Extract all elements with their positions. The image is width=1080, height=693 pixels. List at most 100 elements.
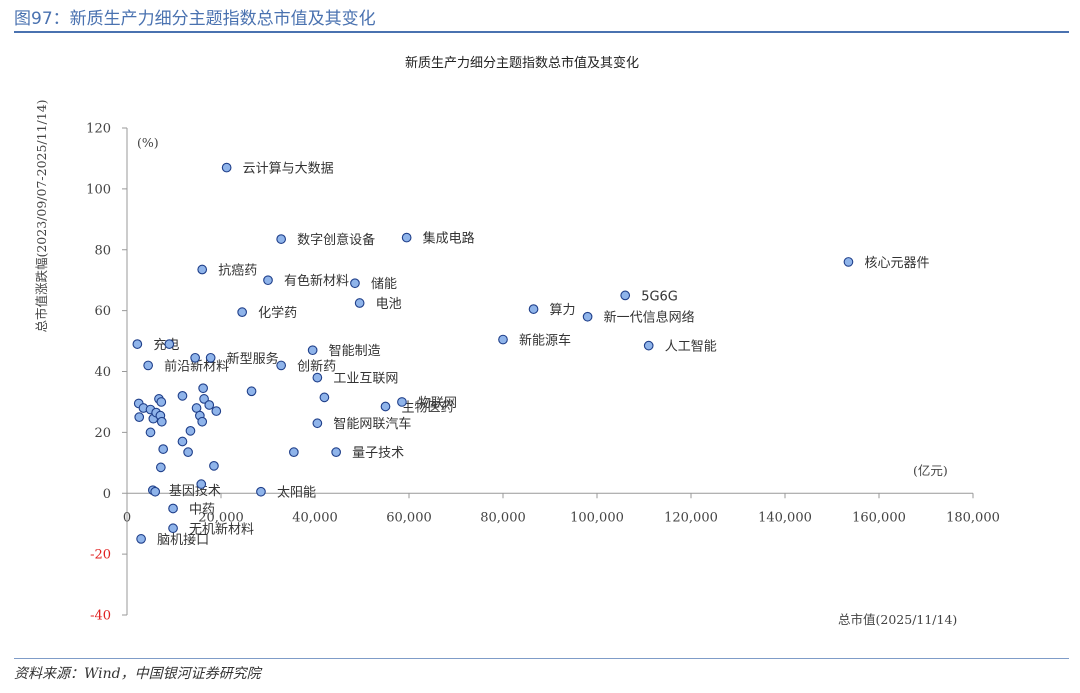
x-tick-label: 20,000 (198, 510, 244, 525)
x-tick-label: 40,000 (292, 510, 338, 525)
data-label: 物联网 (418, 396, 457, 411)
data-label: 储能 (371, 277, 397, 292)
source-note: 资料来源：Wind，中国银河证券研究院 (14, 666, 261, 682)
x-axis-label: 总市值(2025/11/14) (838, 612, 957, 627)
y-tick-label: 20 (94, 426, 111, 441)
data-point (582, 311, 593, 322)
data-point (397, 397, 407, 407)
data-point (246, 386, 257, 397)
data-point (190, 352, 200, 363)
data-label: 云计算与大数据 (243, 162, 334, 177)
data-point (319, 392, 330, 403)
x-tick-label: 140,000 (758, 510, 812, 525)
data-point (354, 298, 365, 308)
data-point (276, 234, 287, 244)
data-point (185, 426, 196, 436)
data-point (205, 352, 216, 363)
top-divider (14, 31, 1069, 33)
data-label: 有色新材料 (284, 273, 349, 289)
data-point (380, 401, 391, 412)
data-point (134, 412, 145, 423)
data-point (155, 462, 166, 473)
data-label: 无机新材料 (189, 521, 254, 537)
y-tick-label: 80 (94, 243, 111, 258)
x-tick-label: 60,000 (386, 510, 432, 525)
data-point (198, 383, 208, 394)
data-label: 太阳能 (277, 486, 316, 501)
data-point (211, 406, 222, 416)
data-point (843, 257, 854, 267)
data-point (209, 461, 219, 471)
data-label: 中药 (189, 502, 215, 517)
figure-title: 图97：新质生产力细分主题指数总市值及其变化 (14, 9, 376, 29)
data-label: 新一代信息网络 (604, 310, 695, 326)
data-label: 抗癌药 (218, 263, 257, 279)
data-point (401, 232, 412, 243)
data-point (199, 394, 209, 404)
y-tick-label: 60 (94, 304, 111, 319)
data-point (528, 304, 539, 314)
data-point (177, 436, 188, 447)
bottom-divider (14, 658, 1069, 659)
data-point (145, 427, 156, 438)
x-tick-label: 0 (123, 510, 131, 525)
data-label: 创新药 (297, 358, 336, 374)
data-label: 新型服务 (227, 351, 279, 367)
data-point (132, 339, 143, 349)
data-point (197, 416, 208, 427)
data-label: 前沿新材料 (164, 358, 229, 374)
data-point (168, 523, 178, 534)
data-point (164, 339, 175, 349)
data-point (183, 447, 193, 458)
x-unit-label: (亿元) (913, 463, 948, 478)
y-tick-label: 120 (86, 122, 111, 137)
y-tick-label: -40 (90, 609, 111, 624)
data-point (498, 334, 508, 345)
axes (122, 127, 974, 616)
y-tick-label: 100 (86, 182, 111, 197)
tick-labels: 120 100 80 60 40 20 0 -20 -40 0 20,000 40,000 60,000… (86, 122, 1000, 624)
data-point (289, 447, 299, 458)
data-point (276, 360, 287, 371)
data-label: 化学药 (258, 305, 297, 321)
x-tick-label: 180,000 (946, 510, 1000, 525)
data-label: 数字创意设备 (297, 232, 375, 248)
data-label: 算力 (550, 303, 576, 318)
data-point (643, 340, 654, 351)
y-unit-label: (%) (137, 135, 159, 150)
data-point (158, 444, 169, 454)
data-point (196, 479, 207, 489)
data-point (312, 418, 323, 429)
data-label: 智能网联汽车 (333, 416, 411, 432)
data-label: 基因技术 (169, 484, 221, 499)
data-point (221, 162, 232, 173)
data-point (177, 391, 188, 401)
scatter-chart: 新质生产力细分主题指数总市值及其变化 总市值涨跌幅(2023/09/07-202… (34, 55, 1000, 627)
data-point (620, 290, 631, 301)
data-point (197, 264, 208, 275)
data-point (256, 486, 266, 497)
data-label: 智能制造 (329, 344, 381, 359)
data-point (307, 345, 318, 356)
data-label: 脑机接口 (157, 532, 209, 548)
data-label: 核心元器件 (864, 256, 929, 271)
data-point (204, 400, 215, 410)
data-label: 电池 (376, 297, 402, 312)
data-label: 生物医药 (402, 401, 454, 416)
x-tick-label: 160,000 (852, 510, 906, 525)
data-point (136, 534, 146, 544)
chart-title: 新质生产力细分主题指数总市值及其变化 (405, 55, 639, 71)
data-point (263, 275, 273, 286)
y-tick-label: -20 (90, 548, 111, 563)
data-label: 人工智能 (665, 340, 717, 355)
y-tick-label: 40 (94, 365, 111, 380)
data-label: 工业互联网 (333, 372, 398, 387)
data-label: 集成电路 (423, 231, 475, 247)
data-label: 5G6G (641, 289, 678, 304)
x-tick-label: 80,000 (480, 510, 526, 525)
data-label: 新能源车 (519, 333, 571, 349)
x-tick-label: 100,000 (570, 510, 624, 525)
data-label: 量子技术 (352, 446, 404, 461)
x-tick-label: 120,000 (664, 510, 718, 525)
data-point (237, 307, 247, 317)
